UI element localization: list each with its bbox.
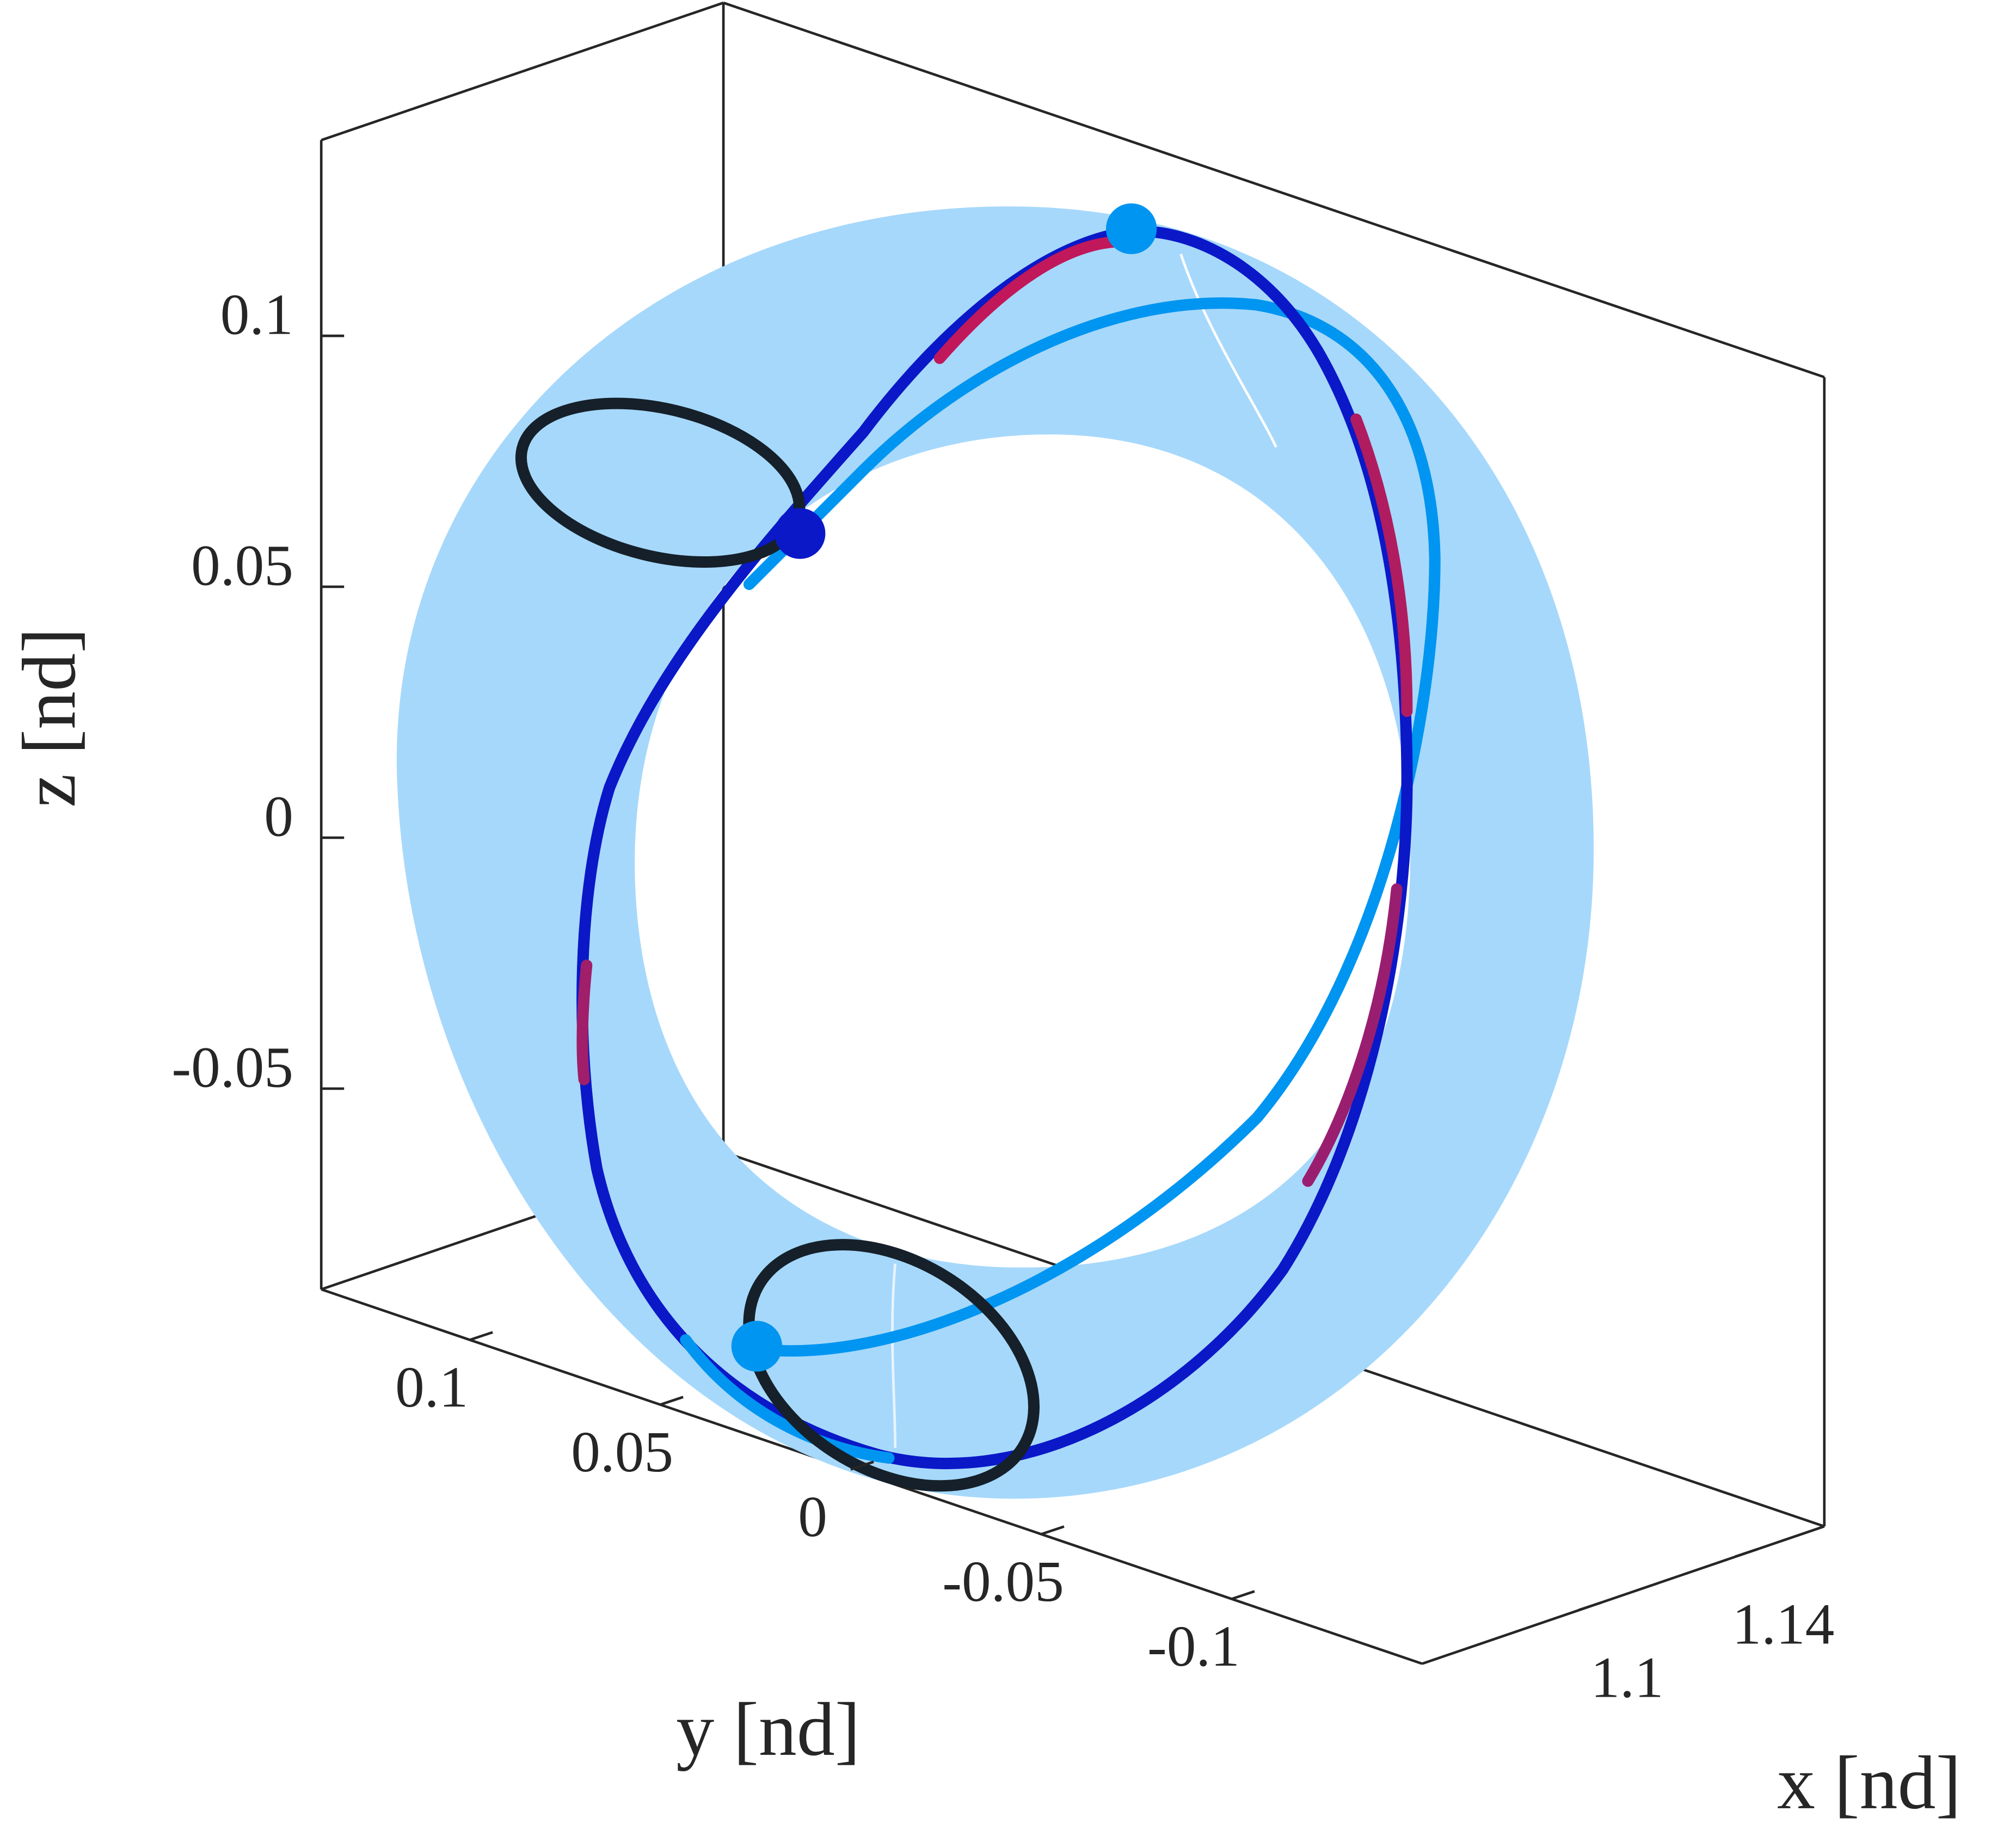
z-tick-label: 0.05 bbox=[191, 533, 293, 598]
orbit-light-lower bbox=[680, 1334, 895, 1464]
y-tick-label: 0.05 bbox=[571, 1420, 673, 1484]
z-tick-label: 0 bbox=[264, 784, 293, 849]
y-axis-label: y [nd] bbox=[676, 1687, 860, 1772]
y-tick bbox=[660, 1396, 684, 1406]
z-axis-label: z [nd] bbox=[7, 628, 91, 807]
y-tick-label: 0 bbox=[798, 1484, 827, 1549]
orbit-light bbox=[743, 297, 1441, 1357]
torus-surface bbox=[396, 206, 1594, 1499]
x-tick-label: 1.14 bbox=[1732, 1592, 1835, 1657]
white-seam bbox=[891, 1263, 897, 1448]
y-tick-label: -0.1 bbox=[1147, 1614, 1240, 1679]
y-tick-label: 0.1 bbox=[395, 1355, 468, 1420]
z-tick-label: 0.1 bbox=[220, 283, 293, 347]
orbit-segment-red bbox=[576, 959, 593, 1085]
node-marker bbox=[1105, 203, 1157, 254]
node-marker bbox=[775, 508, 826, 559]
x-axis-label: x [nd] bbox=[1777, 1741, 1961, 1825]
node-marker bbox=[731, 1321, 783, 1372]
x-tick bbox=[1578, 1601, 1602, 1611]
axis-box-edge bbox=[723, 1, 1825, 379]
white-seam bbox=[1179, 254, 1277, 448]
x-tick-label: 1.1 bbox=[1590, 1646, 1663, 1710]
z-tick-label: -0.05 bbox=[171, 1035, 293, 1100]
y-tick bbox=[1041, 1525, 1065, 1536]
x-tick bbox=[1735, 1548, 1759, 1558]
orbit-scene bbox=[396, 203, 1594, 1499]
y-tick bbox=[1231, 1590, 1255, 1600]
orbit-segment-red bbox=[933, 236, 1130, 364]
y-tick bbox=[469, 1331, 493, 1341]
orbit-loop-black bbox=[743, 1239, 1040, 1492]
y-tick-label: -0.05 bbox=[942, 1549, 1064, 1614]
y-tick bbox=[850, 1460, 874, 1471]
axis-box-edge bbox=[321, 1, 724, 142]
orbit-segment-red bbox=[1350, 413, 1413, 717]
orbit-segment-red bbox=[1302, 883, 1403, 1187]
